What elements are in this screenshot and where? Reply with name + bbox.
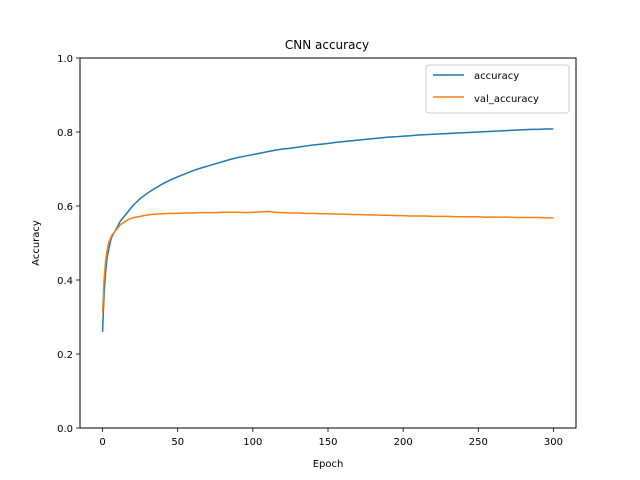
x-tick-label: 0 — [99, 437, 105, 448]
x-tick-label: 300 — [544, 437, 563, 448]
legend-label-val-accuracy: val_accuracy — [474, 94, 539, 105]
y-tick-label: 0.2 — [57, 350, 73, 361]
y-tick-label: 0.4 — [57, 276, 73, 287]
y-axis: 0.0 0.2 0.4 0.6 0.8 1.0 — [57, 54, 80, 435]
y-tick-label: 0.6 — [57, 202, 73, 213]
x-tick-label: 150 — [318, 437, 337, 448]
legend-label-accuracy: accuracy — [474, 71, 519, 82]
x-tick-label: 250 — [469, 437, 488, 448]
x-tick-label: 200 — [394, 437, 413, 448]
y-tick-label: 0.0 — [57, 424, 73, 435]
x-tick-label: 50 — [171, 437, 184, 448]
series-line-accuracy — [101, 128, 554, 332]
series-layer — [101, 128, 554, 332]
x-tick-label: 100 — [243, 437, 262, 448]
legend-box — [425, 64, 570, 114]
legend: accuracy val_accuracy — [425, 64, 570, 114]
series-line-val-accuracy — [101, 210, 554, 314]
y-tick-label: 1.0 — [57, 54, 73, 65]
x-axis-label: Epoch — [313, 459, 344, 470]
chart-title: CNN accuracy — [285, 38, 369, 52]
x-axis: 0 50 100 150 200 250 300 — [99, 428, 563, 448]
y-axis-label: Accuracy — [31, 220, 42, 266]
y-tick-label: 0.8 — [57, 128, 73, 139]
